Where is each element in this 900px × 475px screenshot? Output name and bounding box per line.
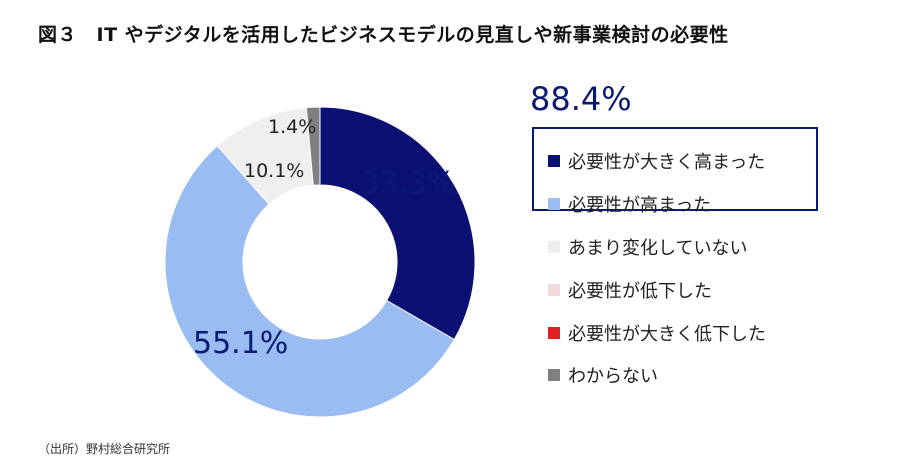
legend-item: あまり変化していない xyxy=(548,226,766,269)
legend-swatch xyxy=(548,369,560,382)
legend-item: 必要性が高まった xyxy=(548,183,766,226)
data-label-5: 1.4% xyxy=(268,116,317,138)
donut-slice-0 xyxy=(319,106,476,341)
legend-swatch xyxy=(548,198,560,211)
legend-label: わからない xyxy=(568,366,658,388)
legend-item: 必要性が低下した xyxy=(548,268,766,311)
legend-item: 必要性が大きく高まった xyxy=(548,140,766,183)
legend-label: 必要性が大きく低下した xyxy=(568,323,766,345)
chart-title: 図３ IT やデジタルを活用したビジネスモデルの見直しや新事業検討の必要性 xyxy=(38,24,729,46)
legend-label: 必要性が高まった xyxy=(568,195,712,217)
legend-swatch xyxy=(548,240,560,253)
legend-label: 必要性が大きく高まった xyxy=(568,152,766,174)
legend: 必要性が大きく高まった 必要性が高まったあまり変化していない 必要性が低下した必要性… xyxy=(548,140,766,397)
donut-slice-5 xyxy=(305,106,321,186)
legend-label: 必要性が低下した xyxy=(568,280,712,302)
data-label-0: 33.3% xyxy=(360,166,456,201)
legend-item: わからない xyxy=(548,354,766,397)
legend-item: 必要性が大きく低下した xyxy=(548,311,766,354)
source-note: （出所）野村総合研究所 xyxy=(38,442,171,456)
highlight-box xyxy=(532,127,818,211)
legend-swatch xyxy=(548,155,560,168)
legend-swatch xyxy=(548,326,560,339)
donut-slice-1 xyxy=(164,145,455,418)
highlight-total: 88.4% xyxy=(530,80,632,118)
legend-swatch xyxy=(548,283,560,296)
legend-label: あまり変化していない xyxy=(568,237,748,259)
data-label-1: 55.1% xyxy=(193,326,289,361)
data-label-2: 10.1% xyxy=(244,160,305,182)
